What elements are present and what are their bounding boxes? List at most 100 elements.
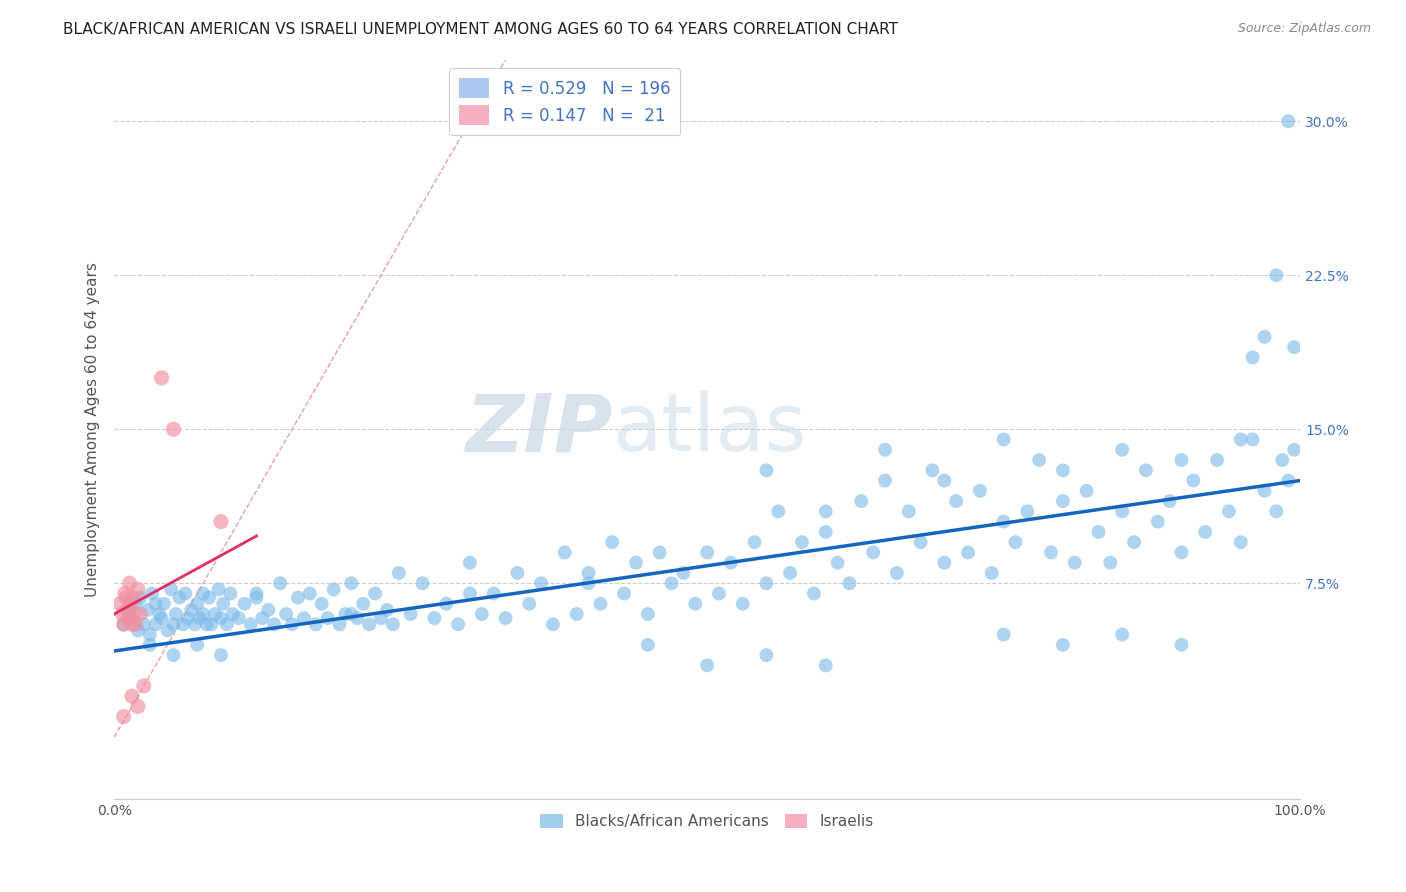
Point — [121, 617, 143, 632]
Point — [707, 586, 730, 600]
Point — [1111, 442, 1133, 457]
Point — [305, 617, 328, 632]
Point — [1017, 504, 1039, 518]
Point — [578, 566, 600, 580]
Point — [112, 709, 135, 723]
Point — [873, 474, 896, 488]
Point — [117, 607, 139, 621]
Point — [517, 597, 540, 611]
Point — [696, 545, 718, 559]
Point — [897, 504, 920, 518]
Point — [672, 566, 695, 580]
Point — [162, 648, 184, 662]
Text: Source: ZipAtlas.com: Source: ZipAtlas.com — [1237, 22, 1371, 36]
Point — [814, 504, 837, 518]
Point — [886, 566, 908, 580]
Point — [1265, 504, 1288, 518]
Point — [957, 545, 980, 559]
Point — [482, 586, 505, 600]
Text: atlas: atlas — [612, 390, 807, 468]
Point — [184, 617, 207, 632]
Point — [150, 371, 173, 385]
Point — [589, 597, 612, 611]
Point — [115, 591, 138, 605]
Point — [219, 586, 242, 600]
Point — [755, 576, 778, 591]
Point — [1123, 535, 1146, 549]
Point — [148, 607, 170, 621]
Point — [263, 617, 285, 632]
Point — [1282, 442, 1305, 457]
Point — [921, 463, 943, 477]
Point — [1253, 483, 1275, 498]
Point — [696, 658, 718, 673]
Point — [120, 597, 142, 611]
Point — [1277, 474, 1299, 488]
Point — [186, 597, 208, 611]
Point — [287, 591, 309, 605]
Point — [257, 603, 280, 617]
Point — [121, 611, 143, 625]
Point — [1159, 494, 1181, 508]
Point — [359, 617, 381, 632]
Point — [495, 611, 517, 625]
Point — [150, 611, 173, 625]
Text: ZIP: ZIP — [465, 390, 612, 468]
Point — [1277, 114, 1299, 128]
Point — [322, 582, 344, 597]
Point — [1170, 453, 1192, 467]
Point — [814, 658, 837, 673]
Point — [458, 556, 481, 570]
Point — [1087, 524, 1109, 539]
Point — [215, 617, 238, 632]
Point — [471, 607, 494, 621]
Point — [600, 535, 623, 549]
Point — [1135, 463, 1157, 477]
Point — [530, 576, 553, 591]
Point — [340, 576, 363, 591]
Point — [731, 597, 754, 611]
Point — [755, 648, 778, 662]
Point — [1218, 504, 1240, 518]
Point — [165, 607, 187, 621]
Point — [873, 442, 896, 457]
Point — [1004, 535, 1026, 549]
Point — [108, 597, 131, 611]
Point — [648, 545, 671, 559]
Point — [1111, 504, 1133, 518]
Point — [311, 597, 333, 611]
Y-axis label: Unemployment Among Ages 60 to 64 years: Unemployment Among Ages 60 to 64 years — [86, 261, 100, 597]
Point — [506, 566, 529, 580]
Point — [209, 648, 232, 662]
Point — [129, 607, 152, 621]
Point — [124, 617, 146, 632]
Point — [114, 586, 136, 600]
Point — [222, 607, 245, 621]
Point — [172, 617, 194, 632]
Point — [803, 586, 825, 600]
Point — [127, 582, 149, 597]
Point — [993, 515, 1015, 529]
Point — [945, 494, 967, 508]
Point — [637, 607, 659, 621]
Point — [139, 638, 162, 652]
Point — [156, 624, 179, 638]
Point — [153, 597, 176, 611]
Point — [661, 576, 683, 591]
Point — [112, 617, 135, 632]
Point — [1229, 433, 1251, 447]
Point — [1282, 340, 1305, 354]
Point — [212, 597, 235, 611]
Point — [755, 463, 778, 477]
Point — [132, 617, 155, 632]
Point — [934, 556, 956, 570]
Point — [993, 433, 1015, 447]
Point — [1206, 453, 1229, 467]
Point — [124, 607, 146, 621]
Point — [423, 611, 446, 625]
Point — [127, 624, 149, 638]
Point — [412, 576, 434, 591]
Point — [399, 607, 422, 621]
Point — [434, 597, 457, 611]
Point — [993, 627, 1015, 641]
